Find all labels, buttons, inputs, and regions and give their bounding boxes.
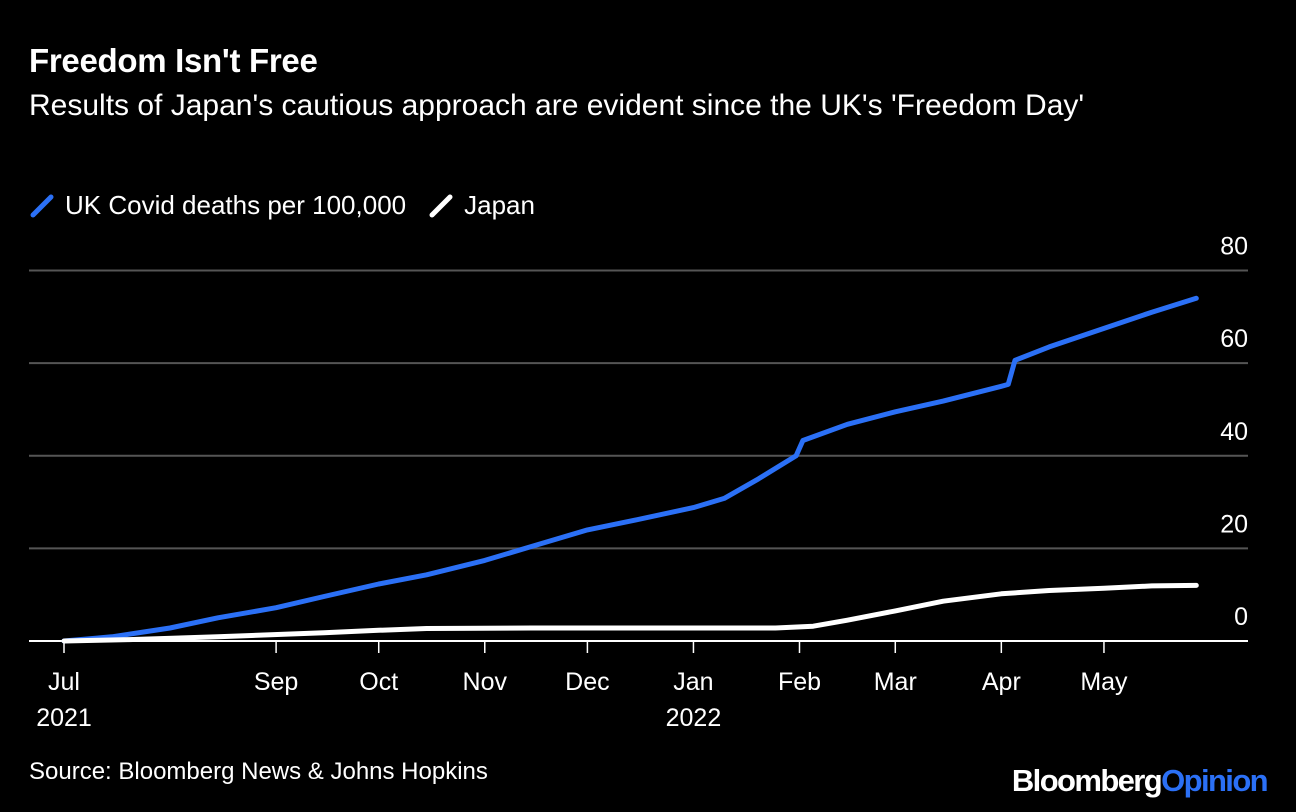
series-lines [61, 295, 1199, 644]
legend-swatch-uk [30, 194, 54, 217]
source-note: Source: Bloomberg News & Johns Hopkins [29, 758, 488, 785]
legend-item-uk: UK Covid deaths per 100,000 [29, 190, 406, 221]
y-tick-label-60: 60 [1220, 325, 1248, 353]
legend: UK Covid deaths per 100,000 Japan [29, 190, 557, 221]
x-tick-year-2021: 2021 [36, 704, 92, 732]
legend-label-uk: UK Covid deaths per 100,000 [65, 190, 407, 220]
x-tick-label-Jan: Jan [673, 668, 713, 696]
x-tick-label-Jul: Jul [48, 668, 80, 696]
brand-secondary: Opinion [1161, 763, 1268, 798]
y-tick-label-0: 0 [1234, 603, 1248, 631]
y-axis: 80 60 40 20 0 [1220, 233, 1248, 632]
x-tick-label-Mar: Mar [874, 668, 917, 696]
series-line-uk [61, 295, 1199, 644]
x-tick-label-Feb: Feb [778, 668, 821, 696]
series-line-japan [61, 582, 1199, 644]
x-tick-label-May: May [1080, 668, 1128, 696]
x-tick-label-Apr: Apr [982, 668, 1021, 696]
chart-title: Freedom Isn't Free [29, 42, 318, 79]
y-tick-label-80: 80 [1220, 233, 1248, 261]
x-tick-label-Oct: Oct [359, 668, 398, 696]
x-tick-label-Sep: Sep [254, 668, 298, 696]
brand-primary: Bloomberg [1011, 763, 1163, 798]
grid-lines [29, 269, 1248, 642]
y-tick-label-20: 20 [1220, 510, 1248, 538]
chart-subtitle: Results of Japan's cautious approach are… [29, 89, 1085, 122]
brand-logo: BloombergOpinion [1011, 763, 1269, 799]
x-tick-label-Nov: Nov [463, 668, 508, 696]
x-tick-year-2022: 2022 [666, 704, 722, 732]
x-tick-label-Dec: Dec [565, 668, 609, 696]
legend-item-japan: Japan [428, 190, 535, 221]
y-tick-label-40: 40 [1220, 418, 1248, 446]
legend-label-japan: Japan [464, 190, 535, 220]
x-axis: Jul 2021 Sep Oct Nov Dec Jan 2022 Feb Mar Apr May [36, 641, 1128, 732]
legend-swatch-japan [429, 194, 453, 217]
